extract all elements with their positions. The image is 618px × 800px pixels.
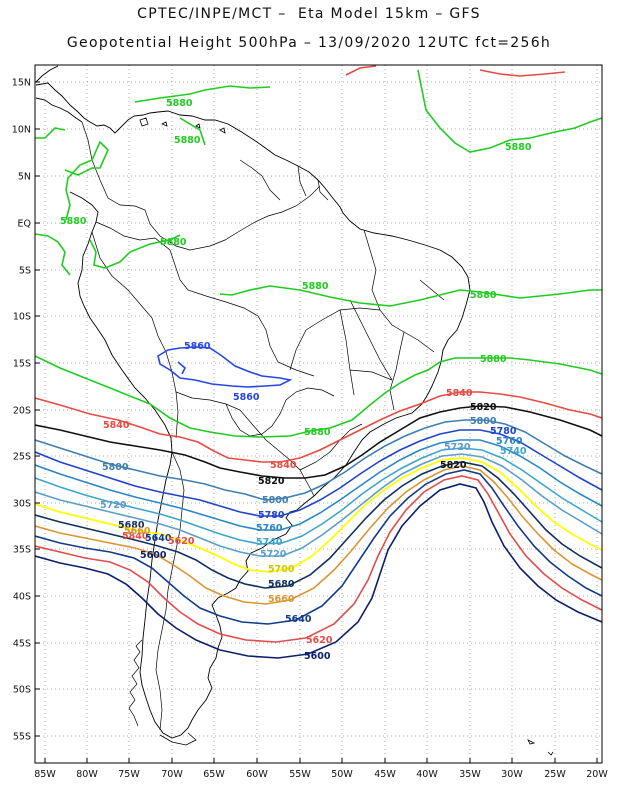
contour-5700 (35, 457, 602, 573)
label-5780-a: 5780 (490, 426, 517, 437)
chart-title-line1: CPTEC/INPE/MCT – Eta Model 15km – GFS (137, 6, 481, 22)
label-5740-a: 5740 (500, 446, 527, 457)
label-5800-b: 5800 (102, 462, 129, 473)
contour-5820 (35, 405, 602, 479)
label-5820-c: 5820 (440, 460, 467, 471)
contour-5660 (35, 465, 602, 605)
label-5860-a: 5860 (184, 341, 211, 352)
latitude-label-25s: 25S (13, 452, 31, 463)
label-5640-b: 5640 (285, 614, 312, 625)
contour-5880 (35, 69, 602, 438)
latitude-label-5s: 5S (19, 266, 31, 277)
coastline-south-america (35, 82, 471, 739)
latitude-label-55s: 55S (13, 732, 31, 743)
latitude-label-50s: 50S (13, 685, 31, 696)
longitude-label-75w: 75W (118, 769, 140, 780)
longitude-label-55w: 55W (289, 769, 311, 780)
longitude-label-45w: 45W (374, 769, 396, 780)
label-5880-h: 5880 (480, 354, 507, 365)
label-5860-b: 5860 (233, 392, 260, 403)
latitude-label-15s: 15S (13, 359, 31, 370)
label-5780-b: 5780 (258, 510, 285, 521)
label-5700: 5700 (268, 564, 295, 575)
longitude-label-35w: 35W (459, 769, 481, 780)
label-5880-b: 5880 (174, 135, 201, 146)
label-5880-g: 5880 (470, 290, 497, 301)
contour-5800 (35, 419, 602, 501)
label-5820-a: 5820 (470, 402, 497, 413)
contour-5860 (157, 346, 293, 388)
label-5740-b: 5740 (256, 537, 283, 548)
longitude-label-70w: 70W (161, 769, 183, 780)
coastline-caribbean-islands (139, 117, 226, 134)
label-5680-a: 5680 (118, 520, 145, 531)
label-5600-a: 5600 (140, 550, 167, 561)
label-5600-b: 5600 (304, 651, 331, 662)
country-borders (81, 121, 445, 731)
label-5660-a: 5660 (124, 526, 151, 537)
label-5680-b: 5680 (268, 579, 295, 590)
label-5620-b: 5620 (306, 635, 333, 646)
latitude-label-20s: 20S (13, 406, 31, 417)
map-frame (34, 64, 603, 764)
contour-5680 (35, 461, 602, 589)
longitude-label-30w: 30W (501, 769, 523, 780)
contour-5620 (35, 475, 602, 643)
label-5880-a: 5880 (166, 98, 193, 109)
longitude-label-20w: 20W (586, 769, 608, 780)
map-gridlines (35, 65, 602, 763)
longitude-label-50w: 50W (331, 769, 353, 780)
latitude-label-45s: 45S (13, 639, 31, 650)
label-5840-c: 5840 (270, 460, 297, 471)
label-5720-c: 5720 (260, 549, 287, 560)
label-5840-d: 5840 (122, 531, 149, 542)
label-5620-a: 5620 (168, 536, 195, 547)
label-5720-a: 5720 (444, 442, 471, 453)
contour-5740 (35, 447, 602, 545)
label-5880-f: 5880 (302, 281, 329, 292)
coastline-central-america (35, 65, 83, 123)
latitude-label-10s: 10S (13, 312, 31, 323)
label-5880-i: 5880 (304, 427, 331, 438)
contour-5720 (35, 453, 602, 557)
chart-title-line2: Geopotential Height 500hPa – 13/09/2020 … (66, 35, 552, 51)
latitude-axis: 15N 10N 5N EQ 5S 10S 15S 20S 25S 30S 35S 40S 45S 50S 5… (12, 78, 40, 743)
contour-5640 (35, 469, 602, 625)
contour-5600 (35, 483, 602, 659)
latitude-label-40s: 40S (13, 592, 31, 603)
label-5800-c: 5800 (262, 495, 289, 506)
coastline-chile-fjords (128, 639, 143, 727)
label-5840-a: 5840 (446, 388, 473, 399)
longitude-label-40w: 40W (416, 769, 438, 780)
latitude-label-35s: 35S (13, 545, 31, 556)
contour-5840 (35, 65, 602, 463)
longitude-label-80w: 80W (76, 769, 98, 780)
longitude-label-25w: 25W (544, 769, 566, 780)
contour-5780 (35, 429, 602, 517)
longitude-label-60w: 60W (246, 769, 268, 780)
latitude-label-30s: 30S (13, 499, 31, 510)
label-5640-a: 5640 (145, 533, 172, 544)
coastline-tierra-del-fuego (159, 732, 554, 756)
latitude-label-15n: 15N (12, 78, 31, 89)
contour-5760 (35, 439, 602, 531)
label-5800-a: 5800 (470, 416, 497, 427)
longitude-label-65w: 65W (203, 769, 225, 780)
latitude-label-eq: EQ (18, 219, 31, 230)
latitude-label-5n: 5N (18, 172, 31, 183)
latitude-label-10n: 10N (12, 125, 31, 136)
label-5840-b: 5840 (103, 420, 130, 431)
longitude-axis: 85W 80W 75W 70W 65W 60W 55W 50W 45W 40W 35W 30W 25W 2… (34, 758, 608, 780)
label-5660-b: 5660 (268, 594, 295, 605)
label-5880-e: 5880 (160, 237, 187, 248)
label-5880-d: 5880 (60, 216, 87, 227)
label-5880-c: 5880 (505, 142, 532, 153)
longitude-label-85w: 85W (34, 769, 56, 780)
label-5760-a: 5760 (496, 436, 523, 447)
label-5760-b: 5760 (256, 523, 283, 534)
label-5720-b: 5720 (100, 500, 127, 511)
label-5820-b: 5820 (258, 476, 285, 487)
